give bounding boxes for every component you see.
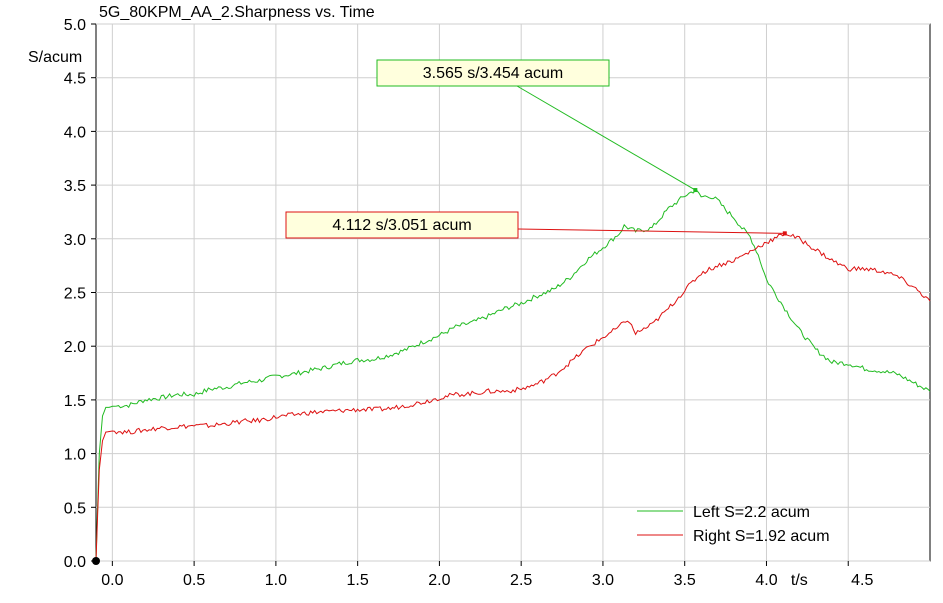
legend-label: Left S=2.2 acum (693, 504, 810, 521)
y-tick-label: 1.0 (64, 447, 86, 464)
y-tick-label: 0.0 (64, 554, 86, 571)
x-axis-label: t/s (791, 572, 808, 589)
annotation-leader-line (517, 228, 785, 234)
y-axis-label: S/acum (28, 49, 82, 66)
y-tick-label: 5.0 (64, 17, 86, 34)
y-tick-label: 3.0 (64, 232, 86, 249)
x-tick-label: 1.5 (347, 572, 369, 589)
annotation-box (285, 211, 519, 239)
x-tick-label: 0.5 (183, 572, 205, 589)
grid-layer (96, 23, 930, 562)
x-tick-label: 0.0 (101, 572, 123, 589)
series-line-right (95, 233, 931, 562)
y-tick-label: 2.5 (64, 286, 86, 303)
annotation-point-marker (782, 231, 787, 236)
x-tick-label: 4.0 (755, 572, 777, 589)
y-tick-label: 4.5 (64, 71, 86, 88)
legend-label: Right S=1.92 acum (693, 528, 830, 545)
series-layer (95, 190, 931, 562)
x-tick-label: 4.5 (851, 572, 873, 589)
annotation-point-marker (693, 188, 698, 193)
chart-title: 5G_80KPM_AA_2.Sharpness vs. Time (99, 4, 375, 21)
y-tick-label: 3.5 (64, 178, 86, 195)
y-tick-label: 4.0 (64, 124, 86, 141)
x-tick-label: 3.0 (592, 572, 614, 589)
legend: Left S=2.2 acum Right S=1.92 acum (637, 504, 830, 545)
annotation-box (376, 59, 610, 87)
x-tick-label: 2.5 (510, 572, 532, 589)
y-tick-label: 1.5 (64, 393, 86, 410)
x-tick-label: 2.0 (428, 572, 450, 589)
series-line-left (95, 190, 931, 562)
x-tick-label: 3.5 (674, 572, 696, 589)
y-tick-label: 2.0 (64, 339, 86, 356)
x-tick-label: 1.0 (265, 572, 287, 589)
axis-layer: 0.0 0.5 1.0 1.5 2.0 2.5 3.0 3.5 4.0 4.5 t/s 0.0 0.5 1… (64, 17, 874, 589)
annotation-text: 3.565 s/3.454 acum (423, 65, 564, 82)
origin-marker (92, 557, 100, 565)
annotation-layer: 3.565 s/3.454 acum 4.112 s/3.051 acum (285, 59, 787, 239)
annotation-text: 4.112 s/3.051 acum (332, 217, 471, 234)
annotation-leader-line (516, 85, 696, 191)
y-tick-label: 0.5 (64, 500, 86, 517)
